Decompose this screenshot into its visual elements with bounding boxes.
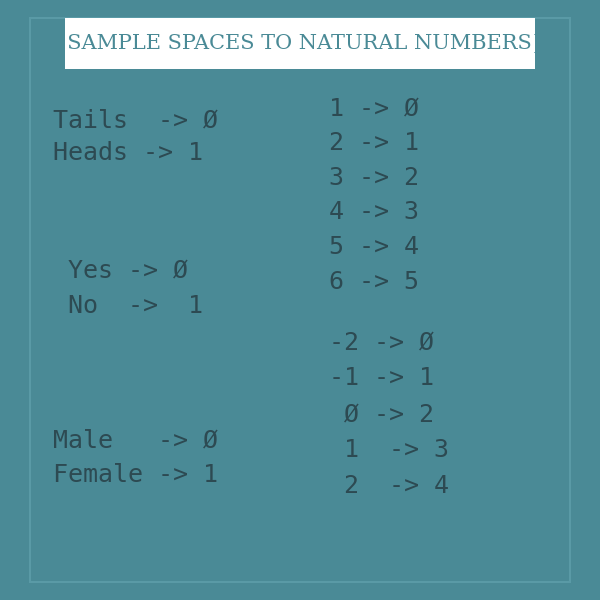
Text: 2  -> 4: 2 -> 4 — [329, 474, 449, 498]
FancyBboxPatch shape — [65, 18, 535, 69]
Text: -2 -> Ø: -2 -> Ø — [329, 330, 434, 354]
Text: 4 -> 3: 4 -> 3 — [329, 200, 419, 224]
Text: Female -> 1: Female -> 1 — [53, 463, 218, 487]
Text: Heads -> 1: Heads -> 1 — [53, 141, 203, 165]
Text: Ø -> 2: Ø -> 2 — [329, 402, 434, 426]
Text: 1 -> Ø: 1 -> Ø — [329, 96, 419, 120]
Text: 2 -> 1: 2 -> 1 — [329, 131, 419, 155]
Text: 6 -> 5: 6 -> 5 — [329, 270, 419, 294]
Text: -1 -> 1: -1 -> 1 — [329, 366, 434, 390]
Text: Yes -> Ø: Yes -> Ø — [53, 258, 188, 282]
Text: Male   -> Ø: Male -> Ø — [53, 429, 218, 453]
Text: 5 -> 4: 5 -> 4 — [329, 235, 419, 259]
Text: Tails  -> Ø: Tails -> Ø — [53, 108, 218, 132]
Text: No  ->  1: No -> 1 — [53, 294, 203, 318]
Text: 1  -> 3: 1 -> 3 — [329, 438, 449, 462]
Text: {SAMPLE SPACES TO NATURAL NUMBERS}: {SAMPLE SPACES TO NATURAL NUMBERS} — [55, 34, 545, 53]
Text: 3 -> 2: 3 -> 2 — [329, 166, 419, 190]
